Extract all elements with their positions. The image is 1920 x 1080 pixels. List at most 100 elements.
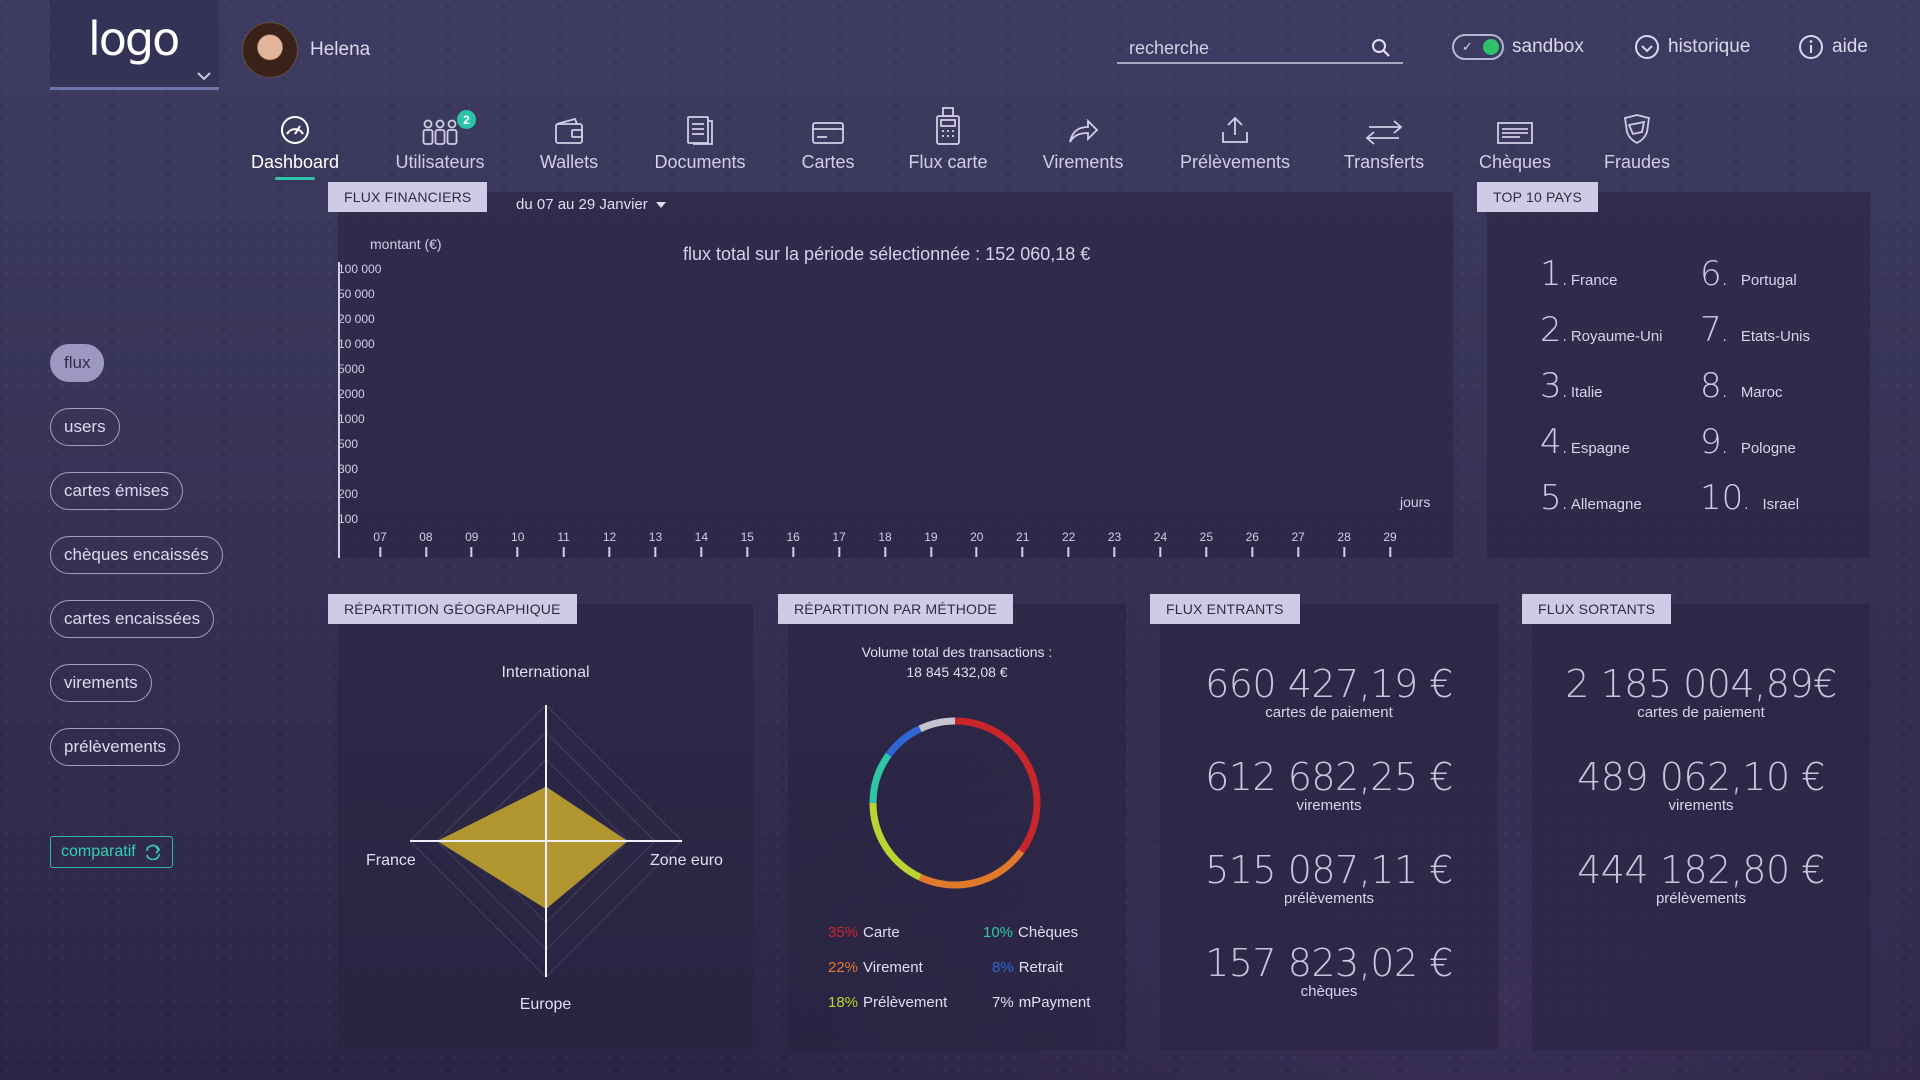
country-rank: 5	[1540, 478, 1562, 518]
nav-label: Flux carte	[908, 152, 988, 172]
radar-area	[437, 786, 628, 909]
cheque-icon	[1497, 122, 1533, 144]
search-icon[interactable]	[1371, 38, 1391, 58]
country-name: Portugal	[1740, 272, 1797, 289]
transfer-arrows-icon	[1365, 120, 1403, 145]
x-tick-label: 08	[419, 530, 433, 544]
x-tick-label: 23	[1107, 530, 1122, 544]
x-tick: 12	[603, 530, 616, 557]
nav-documents[interactable]: Documents	[625, 102, 775, 173]
flux-caption: virements	[1668, 797, 1734, 814]
legend-label: Retrait	[1018, 959, 1063, 976]
swap-icon	[145, 844, 160, 860]
flux-caption: cartes de paiement	[1637, 704, 1765, 721]
x-tick-label: 18	[878, 530, 892, 544]
country-item: 2. Royaume-Uni	[1540, 310, 1663, 350]
nav-wallets[interactable]: Wallets	[494, 102, 644, 173]
period-label: du 07 au 29 Janvier	[516, 196, 648, 213]
radar-chart	[409, 704, 683, 978]
panel-title: TOP 10 PAYS	[1477, 182, 1599, 212]
compare-label: comparatif	[61, 843, 136, 860]
country-rank: 10	[1700, 478, 1744, 518]
y-axis-line	[338, 262, 340, 558]
donut-chart	[869, 717, 1041, 889]
x-tick-label: 26	[1245, 530, 1259, 544]
x-tick: 26	[1246, 530, 1259, 557]
compare-button[interactable]: comparatif	[50, 836, 173, 868]
nav-transferts[interactable]: Transferts	[1309, 102, 1459, 173]
nav-prelevements[interactable]: Prélèvements	[1160, 102, 1310, 173]
user-profile[interactable]: Helena	[242, 22, 370, 78]
sidebar-item-cartes-encaissees[interactable]: cartes encaissées	[50, 600, 215, 638]
y-tick: 5000	[338, 362, 365, 376]
x-tick-mark	[1021, 547, 1024, 557]
x-tick-mark	[1159, 547, 1162, 557]
x-tick-label: 12	[602, 530, 617, 544]
country-rank: 3	[1540, 366, 1562, 406]
caret-down-icon	[655, 201, 666, 208]
x-tick-mark	[608, 547, 611, 557]
radar-label-bottom: Europe	[519, 996, 572, 1013]
x-tick-label: 13	[648, 530, 663, 544]
flux-amount: 660 427,19 €	[1205, 662, 1453, 706]
search-input[interactable]	[1117, 34, 1367, 62]
x-tick: 17	[832, 530, 846, 557]
nav-flux-carte[interactable]: Flux carte	[873, 102, 1023, 173]
logo-menu[interactable]: logo	[50, 0, 219, 90]
legend-label: Prélèvement	[863, 994, 948, 1011]
sidebar-item-flux[interactable]: flux	[50, 344, 105, 382]
x-tick-mark	[1205, 547, 1208, 557]
sidebar-item-prelevements[interactable]: prélèvements	[50, 728, 181, 766]
rank-separator: .	[1562, 328, 1567, 345]
rank-separator: .	[1562, 272, 1567, 289]
sandbox-label: sandbox	[1512, 36, 1584, 57]
active-indicator	[275, 177, 315, 180]
rank-separator: .	[1562, 384, 1567, 401]
sidebar-item-cheques-encaisses[interactable]: chèques encaissés	[50, 536, 223, 574]
panel-title: RÉPARTITION GÉOGRAPHIQUE	[328, 594, 577, 624]
nav-fraudes[interactable]: Fraudes	[1562, 102, 1712, 173]
legend-percent: 10%	[983, 924, 1014, 941]
nav-dashboard[interactable]: Dashboard	[220, 102, 370, 180]
legend-label: mPayment	[1018, 994, 1091, 1011]
wallet-icon	[555, 117, 583, 144]
nav-label: Transferts	[1343, 152, 1425, 172]
x-tick: 07	[373, 530, 387, 557]
nav-cheques[interactable]: Chèques	[1440, 102, 1590, 173]
sandbox-toggle[interactable]: ✓ sandbox	[1452, 34, 1584, 60]
toggle-switch[interactable]: ✓	[1452, 34, 1504, 60]
country-rank: 6	[1700, 254, 1722, 294]
legend-percent: 8%	[992, 959, 1014, 976]
flux-caption: virements	[1296, 797, 1362, 814]
y-tick: 100	[338, 512, 359, 526]
repartition-geo-panel: RÉPARTITION GÉOGRAPHIQUE International F…	[328, 594, 753, 1050]
nav-label: Documents	[654, 152, 746, 172]
sidebar-item-cartes-emises[interactable]: cartes émises	[50, 472, 183, 510]
nav-virements[interactable]: Virements	[1008, 102, 1158, 173]
x-tick-label: 16	[786, 530, 800, 544]
avatar[interactable]	[242, 22, 298, 78]
x-tick: 28	[1337, 530, 1351, 557]
x-axis: 07 08 09 10 11 12 13 14 15 16 17 18 19 20 21 22 23 24 25 26…	[338, 530, 1453, 558]
upload-icon	[1222, 116, 1248, 143]
y-tick: 200	[338, 487, 359, 501]
country-name: Pologne	[1740, 440, 1796, 457]
nav-cartes[interactable]: Cartes	[753, 102, 903, 173]
help-button[interactable]: aide	[1798, 34, 1868, 60]
period-select[interactable]: du 07 au 29 Janvier	[516, 196, 666, 213]
x-tick-mark	[1251, 547, 1254, 557]
y-tick: 500	[338, 437, 359, 451]
legend-item: 7% mPayment	[992, 994, 1090, 1011]
repartition-methode-panel: RÉPARTITION PAR MÉTHODE Volume total des…	[778, 594, 1126, 1050]
history-button[interactable]: historique	[1634, 34, 1750, 60]
sidebar-item-virements[interactable]: virements	[50, 664, 152, 702]
radar-label-right: Zone euro	[650, 852, 723, 869]
flux-amount: 515 087,11 €	[1205, 848, 1453, 892]
nav-label: Chèques	[1478, 152, 1552, 172]
y-tick: 20 000	[338, 312, 375, 326]
country-rank: 2	[1540, 310, 1562, 350]
sidebar-item-users[interactable]: users	[50, 408, 120, 446]
y-axis: 100 000 50 000 20 000 10 000 5000 2000 1000 500…	[338, 192, 418, 558]
y-tick: 100 000	[338, 262, 382, 276]
nav-utilisateurs[interactable]: 2 Utilisateurs	[365, 102, 515, 173]
